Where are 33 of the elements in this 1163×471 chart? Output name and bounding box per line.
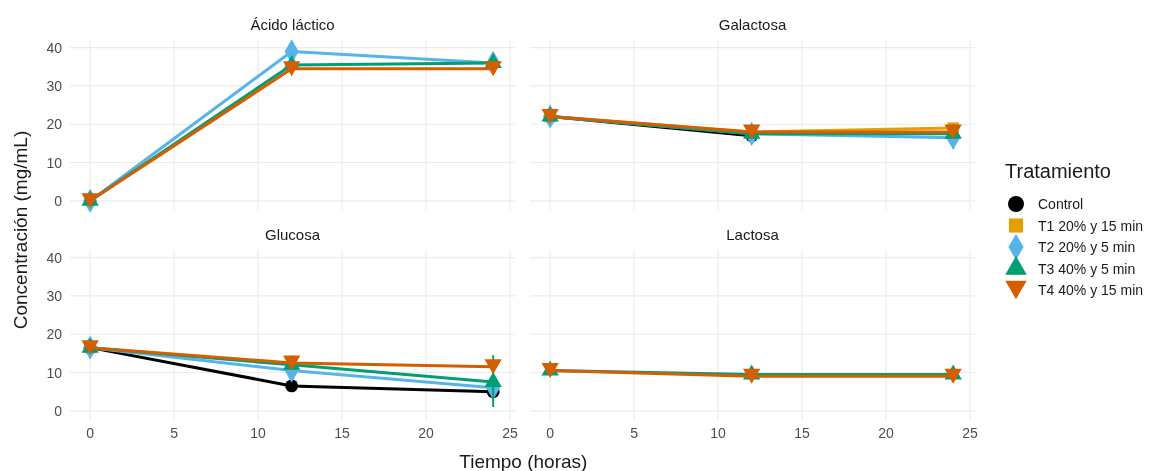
chart-title: Glucosa — [264, 226, 321, 243]
y-tick-label: 0 — [54, 192, 63, 209]
chart-title: Lactosa — [726, 226, 780, 243]
x-tick-label: 15 — [334, 425, 351, 441]
legend-label: T1 20% y 15 min — [1038, 217, 1144, 234]
y-tick-label: 0 — [54, 402, 63, 419]
y-axis-title: Concentración (mg/mL) — [10, 130, 31, 330]
y-tick-label: 20 — [46, 116, 63, 133]
x-tick-label: 25 — [502, 425, 518, 441]
y-tick-label: 10 — [46, 154, 63, 171]
x-tick-label: 0 — [86, 425, 95, 441]
x-tick-label: 15 — [794, 425, 811, 441]
x-tick-label: 5 — [630, 425, 639, 441]
y-tick-label: 30 — [46, 287, 63, 304]
legend-label: Control — [1038, 196, 1084, 212]
x-tick-label: 20 — [878, 425, 894, 441]
legend-label: T2 20% y 5 min — [1038, 239, 1136, 255]
y-tick-label: 40 — [46, 39, 63, 56]
legend-title: Tratamiento — [1005, 160, 1111, 182]
x-tick-label: 20 — [418, 425, 434, 441]
chart-title: Ácido láctico — [250, 16, 335, 33]
x-tick-label: 25 — [962, 425, 978, 441]
y-tick-label: 30 — [46, 77, 63, 94]
x-tick-label: 0 — [546, 425, 555, 441]
chart-title: Galactosa — [718, 16, 787, 33]
y-tick-label: 40 — [46, 249, 63, 266]
x-tick-label: 10 — [710, 425, 727, 441]
legend-label: T4 40% y 15 min — [1038, 282, 1144, 298]
x-tick-label: 5 — [170, 425, 179, 441]
y-tick-label: 10 — [46, 364, 63, 381]
x-tick-label: 10 — [250, 425, 267, 441]
legend-label: T3 40% y 5 min — [1038, 260, 1136, 277]
y-tick-label: 20 — [46, 326, 63, 343]
